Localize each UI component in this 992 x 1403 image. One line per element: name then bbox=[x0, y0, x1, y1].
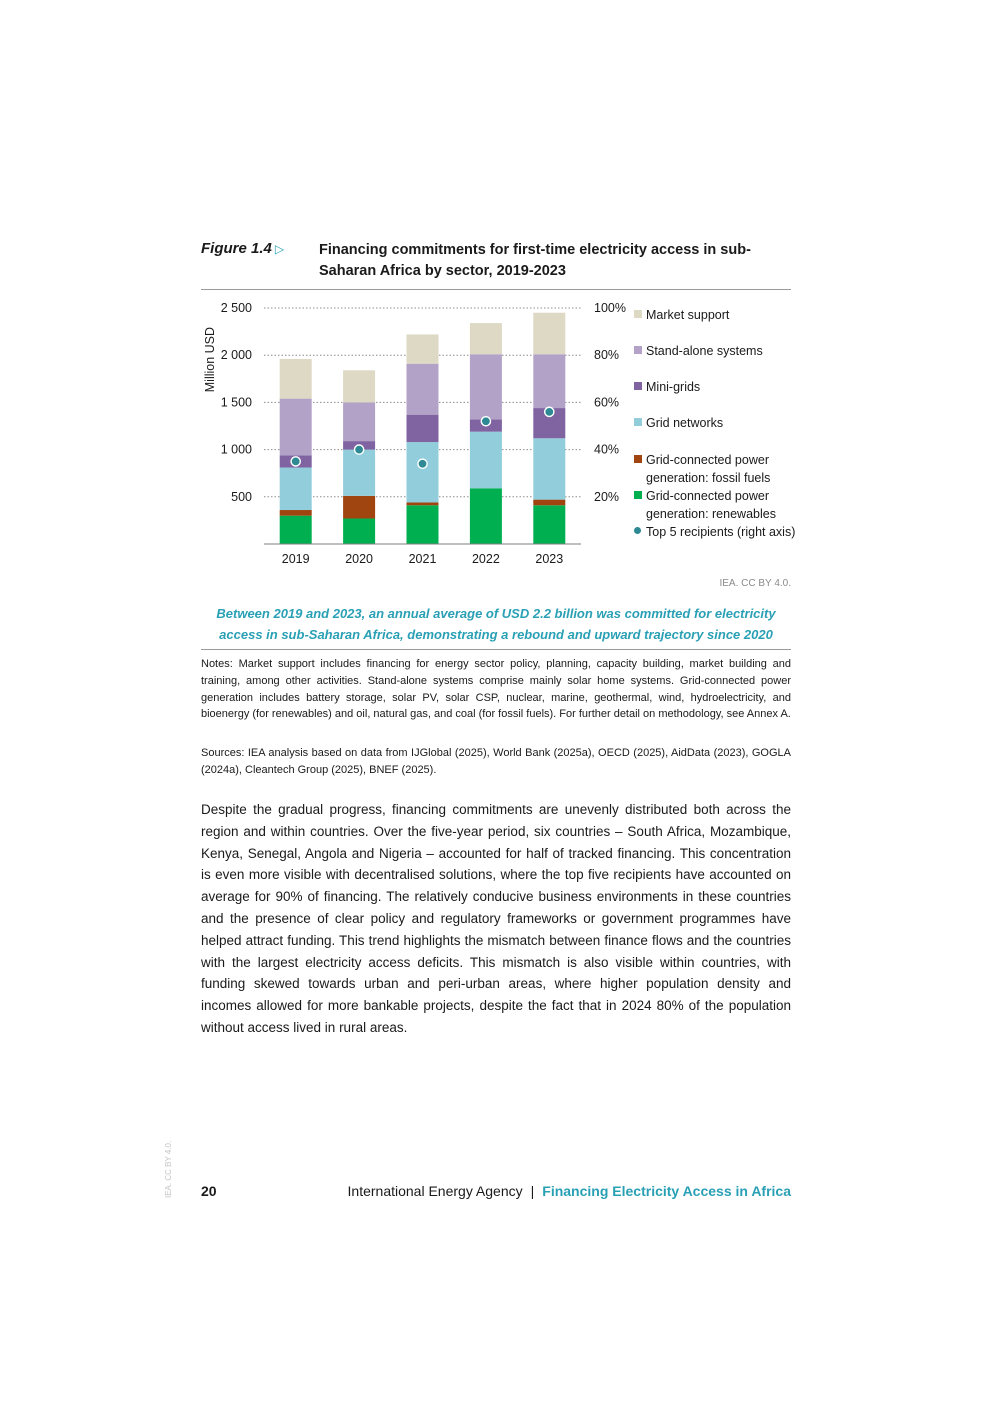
figure-arrow-icon: ▷ bbox=[274, 242, 285, 256]
bar-segment bbox=[279, 467, 312, 511]
bar-segment bbox=[469, 323, 502, 355]
legend-label: Mini-grids bbox=[646, 380, 701, 394]
bar-segment bbox=[406, 505, 439, 544]
legend-label: Top 5 recipients (right axis) bbox=[646, 525, 796, 539]
y2-tick-label: 100% bbox=[594, 301, 626, 315]
legend-swatch-market-support bbox=[634, 310, 642, 318]
footer-report-title: Financing Electricity Access in Africa bbox=[542, 1183, 791, 1199]
figure-sources: Sources: IEA analysis based on data from… bbox=[201, 747, 791, 776]
top5-marker bbox=[290, 456, 301, 467]
legend-item-grid-networks: Grid networks bbox=[634, 414, 799, 432]
figure-notes: Notes: Market support includes financing… bbox=[201, 658, 791, 721]
figure-caption: Between 2019 and 2023, an annual average… bbox=[216, 606, 776, 642]
top5-marker bbox=[353, 444, 365, 455]
legend-item-market-support: Market support bbox=[634, 306, 799, 324]
caption-bottom-rule bbox=[201, 649, 791, 650]
y-axis-label: Million USD bbox=[203, 327, 217, 392]
bar-segment bbox=[533, 438, 566, 500]
bar-segment bbox=[533, 505, 566, 544]
x-tick-label: 2023 bbox=[535, 552, 563, 566]
legend-label: Grid-connected power generation: fossil … bbox=[646, 453, 771, 485]
top5-marker bbox=[543, 406, 555, 418]
legend-dot-top5-recipients bbox=[634, 527, 641, 534]
top5-marker bbox=[417, 458, 428, 470]
bar-segment bbox=[469, 431, 502, 489]
legend-item-stand-alone-systems: Stand-alone systems bbox=[634, 342, 799, 360]
footer-separator: | bbox=[530, 1183, 535, 1199]
legend-item-top5-recipients: Top 5 recipients (right axis) bbox=[634, 523, 799, 541]
bar-segment bbox=[343, 495, 376, 519]
y2-tick-label: 40% bbox=[594, 443, 619, 457]
footer-org: International Energy Agency bbox=[347, 1183, 523, 1199]
page-number: 20 bbox=[201, 1183, 217, 1199]
figure-credit: IEA. CC BY 4.0. bbox=[719, 578, 791, 589]
y-tick-label: 1 500 bbox=[221, 395, 252, 409]
legend-item-renewables: Grid-connected power generation: renewab… bbox=[634, 487, 799, 523]
x-tick-label: 2020 bbox=[345, 552, 373, 566]
bar-segment bbox=[533, 499, 566, 506]
bar-segment bbox=[469, 354, 502, 420]
bar-segment bbox=[406, 442, 439, 503]
page-footer: International Energy Agency | Financing El… bbox=[300, 1183, 791, 1199]
y-tick-label: 1 000 bbox=[221, 443, 252, 457]
bar-segment bbox=[343, 449, 376, 496]
legend-swatch-grid-networks bbox=[634, 418, 642, 426]
x-tick-label: 2019 bbox=[282, 552, 310, 566]
y-tick-label: 2 500 bbox=[221, 301, 252, 315]
legend-swatch-mini-grids bbox=[634, 382, 642, 390]
bar-segment bbox=[406, 334, 439, 364]
legend-swatch-renewables bbox=[634, 491, 642, 499]
legend-label: Grid-connected power generation: renewab… bbox=[646, 489, 776, 521]
stacked-bar-chart: 500 1 000 1 500 2 000 2 500 20% 40% 60% 80% 100% M… bbox=[203, 301, 626, 566]
bar-segment bbox=[343, 370, 376, 403]
x-tick-label: 2021 bbox=[409, 552, 437, 566]
body-paragraph: Despite the gradual progress, financing … bbox=[201, 802, 791, 1035]
bar-segment bbox=[279, 358, 312, 399]
bar-segment bbox=[406, 414, 439, 443]
y-tick-label: 500 bbox=[231, 490, 252, 504]
bar-segment bbox=[343, 402, 376, 442]
bar-segment bbox=[406, 363, 439, 415]
legend-item-fossil-fuels: Grid-connected power generation: fossil … bbox=[634, 451, 799, 487]
legend-item-mini-grids: Mini-grids bbox=[634, 378, 799, 396]
bar-segment bbox=[279, 398, 312, 456]
legend-swatch-fossil-fuels bbox=[634, 455, 642, 463]
bar-segment bbox=[533, 312, 566, 355]
bar-segment bbox=[533, 354, 566, 409]
side-credit: IEA. CC BY 4.0. bbox=[164, 1140, 173, 1198]
legend-label: Grid networks bbox=[646, 416, 724, 430]
bar-segment bbox=[343, 518, 376, 544]
bar-segment bbox=[279, 515, 312, 544]
top5-marker bbox=[480, 415, 492, 427]
figure-title: Financing commitments for first-time ele… bbox=[319, 242, 751, 279]
figure-top-rule bbox=[201, 289, 791, 290]
legend-swatch-stand-alone-systems bbox=[634, 346, 642, 354]
y2-tick-label: 80% bbox=[594, 348, 619, 362]
bar-segment bbox=[469, 488, 502, 544]
y2-tick-label: 20% bbox=[594, 490, 619, 504]
y-tick-label: 2 000 bbox=[221, 348, 252, 362]
y2-tick-label: 60% bbox=[594, 395, 619, 409]
bar-segment bbox=[406, 502, 439, 506]
legend-label: Market support bbox=[646, 308, 730, 322]
x-tick-label: 2022 bbox=[472, 552, 500, 566]
legend-label: Stand-alone systems bbox=[646, 344, 763, 358]
bar-segment bbox=[279, 510, 312, 516]
figure-label: Figure 1.4 ▷ bbox=[201, 240, 285, 257]
